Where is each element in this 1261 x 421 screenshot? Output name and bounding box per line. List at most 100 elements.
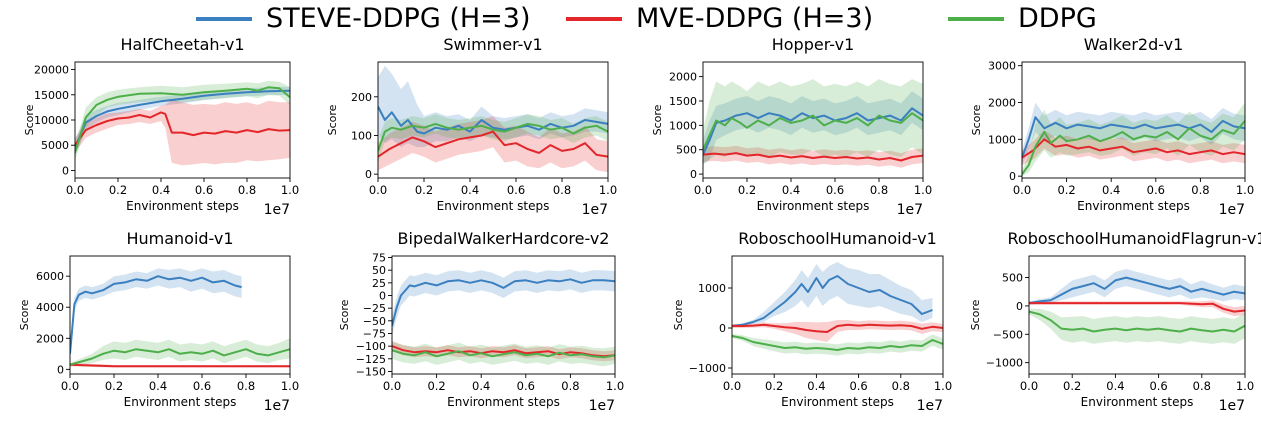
chart-panel-8: 0.0 0.2 0.4 0.6 0.8 1.0 −1000 −500 0 500 Roboschoo… [969, 229, 1261, 414]
legend: STEVE-DDPG (H=3) MVE-DDPG (H=3) DDPG [0, 0, 1261, 40]
series-line-3 [732, 335, 943, 351]
chart-panel-5: 0.0 0.2 0.4 0.6 0.8 1.0 0 2000 4000 6000 Humanoid-… [18, 229, 299, 414]
y-tick-label: 15000 [34, 89, 69, 102]
x-axis-multiplier: 1e7 [264, 202, 290, 218]
x-tick-label: 0.0 [1020, 379, 1038, 393]
x-tick-label: 0.8 [892, 379, 910, 393]
x-tick-label: 0.4 [1106, 379, 1124, 393]
y-axis-label: Score [18, 299, 31, 330]
series-line-3 [1029, 310, 1245, 333]
x-tick-label: 0.8 [553, 183, 571, 197]
x-axis-multiplier: 1e7 [582, 202, 608, 218]
series-band-2 [1022, 130, 1245, 166]
y-tick-label: 1500 [669, 95, 697, 108]
y-tick-label: 0 [379, 290, 386, 303]
y-axis-label: Score [338, 299, 351, 330]
series-line-3 [1022, 120, 1245, 175]
x-tick-label: 0.0 [383, 379, 401, 393]
y-tick-label: −500 [993, 328, 1023, 341]
chart-panel-4: 0.0 0.2 0.4 0.6 0.8 1.0 0 1000 2000 3000 Walker2d-… [970, 35, 1254, 218]
chart-title: BipedalWalkerHardcore-v2 [398, 229, 610, 248]
x-axis-label: Environment steps [781, 395, 894, 409]
chart-plot-area [732, 262, 943, 356]
series-band-1 [75, 86, 290, 156]
chart-title: RoboschoolHumanoidFlagrun-v1 [1008, 229, 1261, 248]
x-tick-label: 0.6 [507, 183, 525, 197]
series-line-2 [1029, 302, 1245, 313]
x-tick-label: 0.8 [1193, 379, 1211, 393]
series-line-1 [1029, 276, 1245, 305]
y-tick-label: 100 [351, 129, 372, 142]
series-line-2 [378, 130, 608, 158]
x-tick-label: 0.0 [694, 183, 712, 197]
series-line-1 [70, 275, 242, 354]
series-band-3 [378, 114, 608, 163]
series-line-1 [378, 106, 608, 135]
legend-entry-mve: MVE-DDPG (H=3) [566, 2, 873, 36]
series-line-1 [732, 275, 933, 327]
x-tick-label: 0.6 [517, 379, 535, 393]
x-tick-label: 1.0 [281, 183, 299, 197]
y-tick-label: 1000 [988, 133, 1016, 146]
x-tick-label: 0.6 [849, 379, 867, 393]
series-band-3 [732, 334, 943, 356]
legend-swatch-ddpg [948, 17, 1004, 21]
axes-frame [702, 61, 924, 179]
series-line-1 [392, 278, 615, 327]
y-tick-label: 200 [351, 91, 372, 104]
x-tick-label: 0.2 [1057, 183, 1075, 197]
y-tick-label: 0 [62, 164, 69, 177]
y-tick-label: 75 [372, 252, 386, 265]
x-tick-label: 1.0 [1236, 183, 1254, 197]
chart-panel-7: 0.0 0.2 0.4 0.6 0.8 1.0 −1000 0 1000 RoboschoolHu… [672, 229, 952, 414]
chart-plot-area [1029, 269, 1245, 344]
series-line-2 [75, 111, 290, 146]
series-band-2 [703, 145, 923, 168]
x-axis-multiplier: 1e7 [917, 398, 943, 414]
chart-title: Hopper-v1 [772, 35, 855, 54]
axes-frame [731, 255, 944, 375]
legend-entry-steve: STEVE-DDPG (H=3) [196, 2, 531, 36]
x-axis-label: Environment steps [1081, 395, 1194, 409]
y-tick-label: 10000 [34, 114, 69, 127]
y-tick-label: −75 [363, 327, 386, 340]
series-band-1 [703, 91, 923, 165]
x-tick-label: 0.4 [807, 379, 825, 393]
chart-plot-area [75, 80, 290, 166]
x-tick-label: 0.2 [415, 183, 433, 197]
x-tick-label: 0.2 [427, 379, 445, 393]
y-tick-label: 2000 [669, 71, 697, 84]
x-axis-label: Environment steps [126, 199, 239, 213]
y-tick-label: −25 [363, 302, 386, 315]
x-tick-label: 0.2 [738, 183, 756, 197]
series-line-3 [392, 349, 615, 359]
x-tick-label: 0.4 [149, 379, 167, 393]
y-tick-label: 0 [690, 168, 697, 181]
x-tick-label: 0.8 [561, 379, 579, 393]
y-tick-label: 500 [1002, 272, 1023, 285]
x-tick-label: 0.4 [461, 183, 479, 197]
x-tick-label: 0.0 [61, 379, 79, 393]
x-tick-label: 0.6 [193, 379, 211, 393]
y-tick-label: 5000 [41, 139, 69, 152]
x-tick-label: 0.2 [105, 379, 123, 393]
series-line-2 [703, 152, 923, 162]
x-axis-multiplier: 1e7 [897, 202, 923, 218]
x-tick-label: 0.8 [870, 183, 888, 197]
chart-panel-2: 0.0 0.2 0.4 0.6 0.8 1.0 0 100 200 Swimmer-v1 Envir… [326, 35, 617, 218]
legend-label-steve: STEVE-DDPG (H=3) [266, 3, 531, 34]
x-tick-label: 1.0 [281, 379, 299, 393]
y-axis-label: Score [970, 104, 983, 135]
chart-title: Walker2d-v1 [1084, 35, 1184, 54]
x-tick-label: 0.4 [1102, 183, 1120, 197]
y-tick-label: 1000 [698, 282, 726, 295]
x-tick-label: 0.2 [1063, 379, 1081, 393]
series-band-1 [732, 262, 933, 327]
y-tick-label: 0 [57, 363, 64, 376]
legend-swatch-steve [196, 17, 252, 21]
x-tick-label: 0.2 [109, 183, 127, 197]
legend-entry-ddpg: DDPG [948, 2, 1097, 36]
chart-plot-area [1022, 102, 1245, 177]
y-tick-label: 0 [1016, 300, 1023, 313]
